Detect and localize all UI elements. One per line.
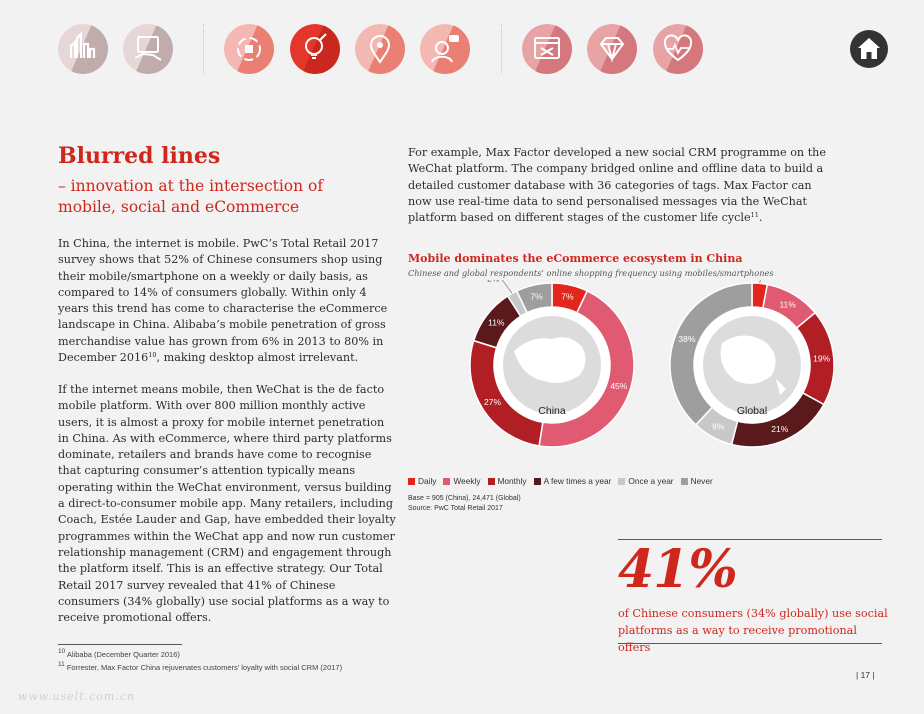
legend-label: Once a year bbox=[628, 476, 674, 486]
legend-swatch bbox=[533, 477, 541, 485]
location-pin-icon bbox=[355, 24, 405, 74]
diamond-icon bbox=[587, 24, 637, 74]
customer-chat-icon bbox=[420, 24, 470, 74]
source-note: Source: PwC Total Retail 2017 bbox=[408, 505, 503, 512]
legend-swatch bbox=[680, 477, 688, 485]
callout-caption: of Chinese consumers (34% globally) use … bbox=[618, 607, 888, 654]
slice-label: 45% bbox=[610, 381, 627, 391]
customer-chat-nav-button[interactable] bbox=[420, 24, 470, 74]
legend-item: Once a year bbox=[618, 476, 674, 486]
page-title: Blurred lines bbox=[58, 143, 221, 169]
browser-tools-icon bbox=[522, 24, 572, 74]
callout-rule bbox=[618, 643, 882, 644]
city-skyline-nav-button[interactable] bbox=[58, 24, 108, 74]
page-subtitle: – innovation at the intersection of mobi… bbox=[58, 177, 324, 216]
footnote-ref[interactable]: 10 bbox=[148, 351, 157, 360]
legend-item: Daily bbox=[408, 476, 436, 486]
legend-item: Monthly bbox=[487, 476, 527, 486]
legend-item: A few times a year bbox=[533, 476, 612, 486]
legend-label: Daily bbox=[418, 476, 437, 486]
legend-swatch bbox=[408, 477, 415, 485]
innovation-bulb-nav-button[interactable] bbox=[290, 24, 340, 74]
nav-divider bbox=[203, 24, 204, 74]
slice-global-never bbox=[669, 282, 753, 426]
intro-paragraph: In China, the internet is mobile. PwC’s … bbox=[58, 237, 388, 365]
diamond-nav-button[interactable] bbox=[587, 24, 637, 74]
slice-label: 19% bbox=[813, 353, 830, 363]
retail-cycle-icon bbox=[224, 24, 274, 74]
devices-hand-icon bbox=[123, 24, 173, 74]
donut-charts: 7%45%27%11%2%7%China3%11%19%21%8%38%Glob… bbox=[469, 280, 835, 448]
leader-line bbox=[759, 280, 761, 284]
legend-swatch bbox=[443, 477, 451, 485]
legend-swatch bbox=[618, 477, 626, 485]
wechat-paragraph: If the internet means mobile, then WeCha… bbox=[58, 383, 396, 625]
callout-rule bbox=[618, 539, 882, 540]
chart-legend: Daily Weekly Monthly A few times a year Once… bbox=[408, 476, 720, 486]
slice-label: 2% bbox=[487, 280, 500, 284]
legend-label: Never bbox=[690, 476, 713, 486]
city-skyline-icon bbox=[58, 24, 108, 74]
slice-label: 11% bbox=[779, 300, 796, 310]
china-map-icon bbox=[514, 337, 586, 383]
retail-cycle-nav-button[interactable] bbox=[224, 24, 274, 74]
footnote-10: 10 Alibaba (December Quarter 2016) bbox=[58, 648, 180, 659]
watermark: www.uselt.com.cn bbox=[18, 690, 136, 703]
leader-line bbox=[501, 280, 513, 294]
page-number: | 17 | bbox=[856, 670, 875, 680]
slice-label: 11% bbox=[488, 318, 505, 328]
donut-center-label: China bbox=[538, 405, 566, 417]
world-map-icon bbox=[720, 335, 786, 395]
footnote-11: 11 Forrester, Max Factor China rejuvenat… bbox=[58, 661, 343, 672]
chart-title: Mobile dominates the eCommerce ecosystem… bbox=[408, 252, 743, 265]
home-button[interactable] bbox=[850, 30, 888, 68]
slice-label: 7% bbox=[561, 292, 574, 302]
slice-label: 38% bbox=[678, 334, 695, 344]
legend-label: Weekly bbox=[453, 476, 481, 486]
max-factor-paragraph: For example, Max Factor developed a new … bbox=[408, 146, 827, 225]
footnote-ref[interactable]: 11 bbox=[750, 211, 759, 220]
legend-label: A few times a year bbox=[543, 476, 612, 486]
legend-item: Never bbox=[680, 476, 713, 486]
home-icon bbox=[858, 38, 880, 59]
slice-label: 27% bbox=[484, 397, 501, 407]
slice-label: 8% bbox=[712, 421, 725, 431]
legend-item: Weekly bbox=[443, 476, 481, 486]
legend-label: Monthly bbox=[497, 476, 527, 486]
chart-notes: Base = 905 (China), 24,471 (Global) Sour… bbox=[408, 494, 521, 514]
heart-pulse-icon bbox=[653, 24, 703, 74]
slice-label: 21% bbox=[771, 424, 788, 434]
devices-hand-nav-button[interactable] bbox=[123, 24, 173, 74]
base-note: Base = 905 (China), 24,471 (Global) bbox=[408, 495, 521, 502]
footnote-rule bbox=[58, 644, 182, 645]
slice-label: 7% bbox=[530, 292, 543, 302]
nav-divider bbox=[501, 24, 502, 74]
legend-swatch bbox=[487, 477, 495, 485]
donut-center-label: Global bbox=[737, 405, 767, 417]
chart-subtitle: Chinese and global respondents’ online s… bbox=[408, 268, 774, 278]
callout-value: 41% bbox=[618, 539, 738, 600]
innovation-bulb-icon bbox=[290, 24, 340, 74]
browser-tools-nav-button[interactable] bbox=[522, 24, 572, 74]
heart-pulse-nav-button[interactable] bbox=[653, 24, 703, 74]
location-pin-nav-button[interactable] bbox=[355, 24, 405, 74]
